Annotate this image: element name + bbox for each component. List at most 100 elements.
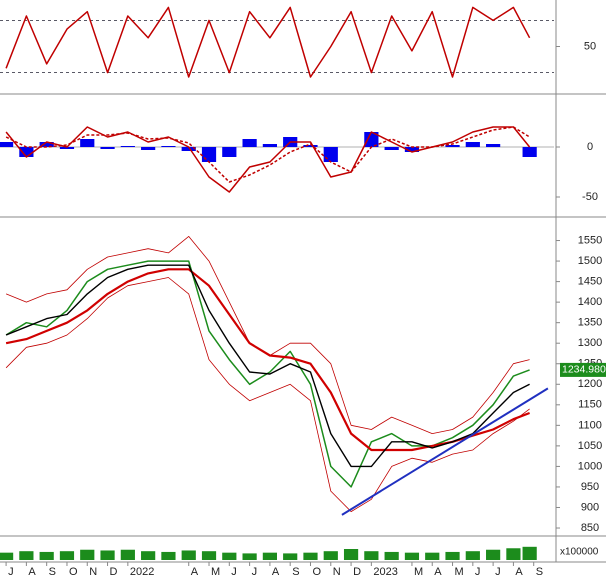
y-tick-label: 1300 [578, 337, 602, 349]
volume-bar [303, 552, 318, 560]
y-tick-label: 50 [584, 40, 596, 52]
x-tick-label: N [333, 566, 341, 578]
volume-bar [120, 549, 135, 560]
x-tick-label: A [515, 566, 523, 578]
histogram-bar [201, 147, 217, 162]
volume-bar [343, 549, 359, 560]
y-tick-label: 1050 [578, 440, 602, 452]
series-line [5, 126, 531, 193]
trendline [341, 387, 549, 516]
volume-bar [19, 551, 34, 560]
x-tick-label: S [536, 566, 543, 578]
series-line [5, 6, 531, 78]
volume-bar [486, 549, 501, 560]
x-tick-label: S [292, 566, 299, 578]
histogram-bar [364, 132, 379, 147]
x-tick-label: 2023 [373, 566, 397, 578]
histogram-bar [39, 142, 54, 147]
volume-bar [384, 551, 399, 560]
histogram-bar [141, 147, 156, 150]
y-tick-label: 1100 [578, 419, 602, 431]
histogram-bar [486, 144, 501, 147]
x-tick-label: M [211, 566, 220, 578]
histogram-bar [19, 147, 34, 157]
histogram-bar [465, 142, 480, 147]
y-tick-label: 0 [587, 141, 593, 153]
histogram-bar [384, 147, 399, 150]
histogram-bar [222, 147, 237, 157]
x-tick-label: M [414, 566, 423, 578]
histogram-bar [404, 147, 420, 152]
x-tick-label: A [191, 566, 199, 578]
y-tick-label: 1350 [578, 317, 602, 329]
y-tick-label: 950 [581, 481, 599, 493]
x-tick-label: J [231, 566, 237, 578]
x-tick-label: J [8, 566, 14, 578]
volume-bar [222, 552, 237, 560]
series-line [5, 277, 530, 512]
histogram-bar [59, 147, 75, 149]
histogram-bar [161, 146, 176, 147]
histogram-bar [120, 146, 135, 147]
y-tick-label: 1400 [578, 296, 602, 308]
volume-bar [80, 549, 95, 560]
volume-bar [506, 548, 521, 560]
volume-bar [465, 551, 480, 560]
unit-label: x100000 [560, 547, 599, 558]
volume-bar [404, 552, 420, 560]
x-tick-label: A [272, 566, 280, 578]
y-tick-label: 1550 [578, 234, 602, 246]
volume-bar [445, 551, 460, 560]
x-tick-label: N [89, 566, 97, 578]
x-tick-label: M [455, 566, 464, 578]
histogram-bar [242, 139, 257, 147]
x-tick-label: 2022 [130, 566, 154, 578]
volume-bar [283, 553, 298, 560]
x-tick-label: J [475, 566, 481, 578]
histogram-bar [181, 147, 196, 151]
x-tick-label: D [110, 566, 118, 578]
volume-bar [59, 551, 75, 560]
volume-bar [323, 551, 338, 560]
y-tick-label: 1200 [578, 378, 602, 390]
last-value-box [560, 362, 606, 377]
x-tick-label: A [434, 566, 442, 578]
volume-bar [425, 552, 440, 560]
volume-bar [161, 551, 176, 560]
volume-bar [100, 550, 115, 560]
x-tick-label: A [28, 566, 36, 578]
histogram-bar [445, 145, 460, 147]
last-value-label: 1234.980 [562, 364, 606, 376]
y-tick-label: 1500 [578, 255, 602, 267]
volume-bar [364, 551, 379, 560]
volume-bar [0, 552, 14, 560]
histogram-bar [262, 144, 277, 147]
y-tick-label: 850 [581, 522, 599, 534]
x-tick-label: J [495, 566, 501, 578]
histogram-bar [80, 139, 95, 147]
y-tick-label: 1450 [578, 276, 602, 288]
series-line [5, 260, 530, 488]
volume-bar [39, 551, 54, 560]
histogram-bar [0, 142, 14, 147]
x-tick-label: O [69, 566, 78, 578]
volume-bar [242, 553, 257, 560]
volume-bar [262, 552, 277, 560]
y-tick-label: 1150 [578, 399, 602, 411]
y-tick-label: 900 [581, 501, 599, 513]
y-tick-label: 1000 [578, 460, 602, 472]
x-tick-label: D [353, 566, 361, 578]
volume-bar [181, 550, 196, 560]
y-tick-label: -50 [582, 191, 598, 203]
volume-bar [141, 551, 156, 560]
x-tick-label: S [49, 566, 56, 578]
volume-bar [201, 551, 217, 560]
histogram-bar [303, 145, 318, 147]
x-tick-label: O [312, 566, 321, 578]
histogram-bar [323, 147, 338, 162]
volume-bar [522, 546, 537, 560]
histogram-bar [100, 147, 115, 149]
histogram-bar [522, 147, 537, 157]
